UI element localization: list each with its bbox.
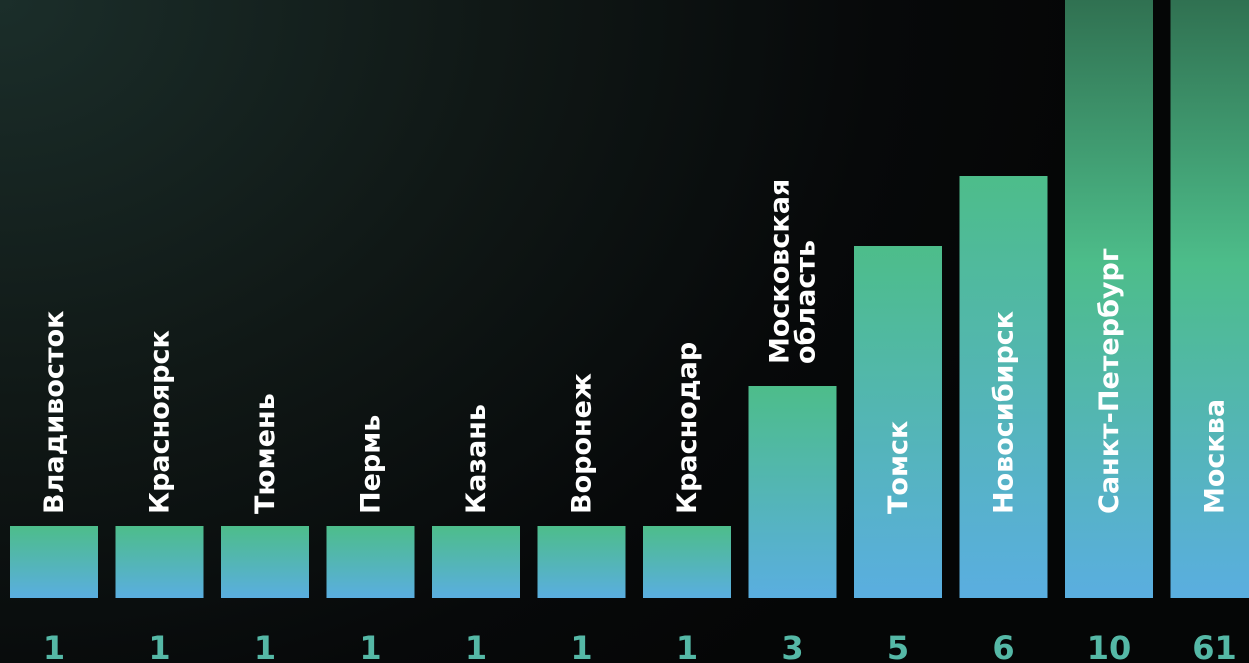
category-label-москва: Москва [1200,399,1231,514]
bar-московская-область [748,386,837,598]
value-labels: 1 1 1 1 1 1 1 3 5 6 10 61 [43,629,1237,663]
bar-владивосток [10,526,98,598]
bar-красноярск [115,526,204,598]
value-label-пермь: 1 [359,629,381,663]
bar-москва [1170,0,1249,598]
value-label-краснодар: 1 [676,629,698,663]
value-label-санкт-петербург: 10 [1087,629,1132,663]
value-label-тюмень: 1 [254,629,276,663]
bar-воронеж [537,526,626,598]
value-label-красноярск: 1 [148,629,170,663]
category-label-пермь: Пермь [356,415,387,514]
category-label-красноярск: Красноярск [145,330,176,514]
value-label-новосибирск: 6 [992,629,1014,663]
category-label-воронеж: Воронеж [567,373,598,514]
bar-краснодар [643,526,731,598]
category-label-краснодар: Краснодар [672,342,703,514]
bar-пермь [326,526,415,598]
category-label-новосибирск: Новосибирск [989,311,1020,514]
value-label-казань: 1 [465,629,487,663]
bar-томск [854,246,942,598]
value-label-владивосток: 1 [43,629,65,663]
bar-тюмень [221,526,309,598]
category-label-владивосток: Владивосток [39,311,70,514]
bar-санкт-петербург [1065,0,1153,598]
value-label-московская-область: 3 [781,629,803,663]
category-label-томск: Томск [883,421,914,514]
category-labels: Владивосток Красноярск Тюмень Пермь Казань Во… [39,179,1231,514]
bar-новосибирск [959,176,1048,598]
category-label-казань: Казань [461,404,492,514]
category-label-московская-область: Московскаяобласть [765,179,822,364]
value-label-томск: 5 [887,629,909,663]
category-label-тюмень: Тюмень [250,393,281,514]
bars-layer [10,0,1249,598]
value-label-воронеж: 1 [570,629,592,663]
value-label-москва: 61 [1192,629,1237,663]
category-label-санкт-петербург: Санкт-Петербург [1094,248,1125,514]
bar-казань [432,526,520,598]
